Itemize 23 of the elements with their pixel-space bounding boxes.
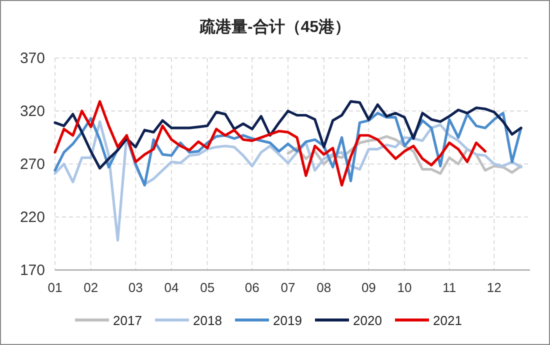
legend-label: 2019: [273, 313, 302, 328]
y-tick-label: 220: [20, 209, 45, 226]
x-tick-label: 03: [128, 280, 143, 295]
legend-label: 2021: [433, 313, 462, 328]
x-tick-label: 09: [361, 280, 376, 295]
legend-label: 2017: [113, 313, 142, 328]
x-tick-label: 04: [164, 280, 179, 295]
x-tick-label: 01: [48, 280, 62, 295]
y-tick-label: 320: [20, 103, 45, 120]
legend-label: 2020: [353, 313, 382, 328]
legend-label: 2018: [193, 313, 222, 328]
x-tick-label: 10: [397, 280, 412, 295]
x-tick-label: 08: [316, 280, 332, 295]
y-tick-label: 170: [20, 262, 45, 279]
x-tick-label: 05: [200, 280, 215, 295]
y-tick-label: 370: [20, 50, 45, 67]
chart-title: 疏港量-合计（45港）: [198, 18, 351, 36]
x-tick-label: 02: [84, 280, 98, 295]
x-tick-label: 12: [486, 280, 502, 295]
x-tick-label: 11: [442, 280, 456, 295]
x-tick-label: 06: [244, 280, 260, 295]
x-tick-label: 07: [280, 280, 296, 295]
y-tick-label: 270: [20, 156, 45, 173]
